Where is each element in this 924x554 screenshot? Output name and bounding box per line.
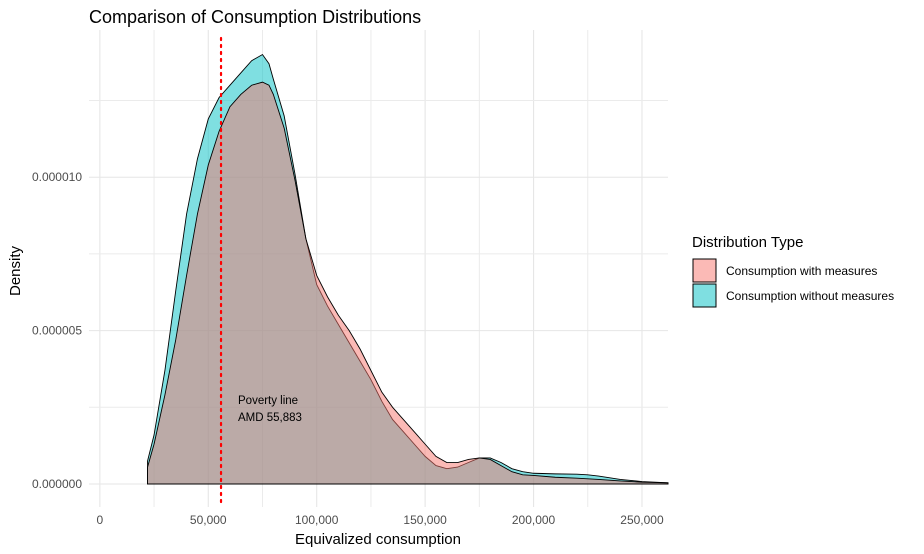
x-tick-label: 100,000 — [295, 513, 339, 527]
y-tick-label: 0.000005 — [32, 324, 82, 338]
x-tick-label: 50,000 — [190, 513, 227, 527]
y-tick-label: 0.000000 — [32, 477, 82, 491]
x-axis-title: Equivalized consumption — [295, 531, 461, 548]
poverty-line-value: AMD 55,883 — [238, 412, 302, 424]
legend-key-without-measures — [692, 283, 717, 308]
x-tick-label: 200,000 — [512, 513, 556, 527]
chart-title: Comparison of Consumption Distributions — [89, 7, 421, 27]
axis-ticks: 0 50,000 100,000 150,000 200,000 250,000 0.000… — [32, 170, 664, 527]
legend: Distribution Type Consumption with measu… — [692, 234, 894, 308]
x-tick-label: 250,000 — [620, 513, 664, 527]
legend-label-with-measures: Consumption with measures — [726, 264, 877, 278]
legend-label-without-measures: Consumption without measures — [726, 289, 894, 303]
density-area-with-measures — [147, 81, 669, 485]
x-tick-label: 0 — [96, 513, 103, 527]
x-tick-label: 150,000 — [403, 513, 447, 527]
legend-title: Distribution Type — [692, 234, 803, 251]
poverty-line-label: Poverty line — [238, 395, 298, 407]
y-tick-label: 0.000010 — [32, 170, 82, 184]
y-axis-title: Density — [7, 245, 24, 296]
legend-key-with-measures — [692, 258, 717, 283]
density-areas — [147, 53, 669, 485]
